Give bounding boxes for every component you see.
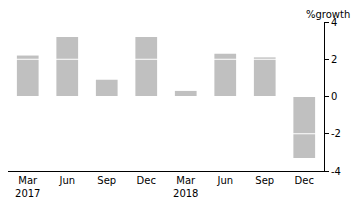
svg-text:Sep: Sep	[255, 175, 274, 186]
svg-text:4: 4	[331, 17, 337, 28]
svg-text:Jun: Jun	[216, 175, 233, 186]
svg-text:%growth: %growth	[306, 9, 350, 20]
svg-text:Dec: Dec	[137, 175, 156, 186]
svg-text:Sep: Sep	[97, 175, 116, 186]
svg-text:Mar2018: Mar2018	[173, 175, 198, 199]
svg-text:2: 2	[331, 54, 337, 65]
svg-text:Mar2017: Mar2017	[15, 175, 40, 199]
svg-text:0: 0	[331, 91, 337, 102]
svg-text:Dec: Dec	[295, 175, 314, 186]
svg-text:-4: -4	[331, 166, 341, 177]
svg-text:Jun: Jun	[58, 175, 75, 186]
svg-text:-2: -2	[331, 128, 341, 139]
